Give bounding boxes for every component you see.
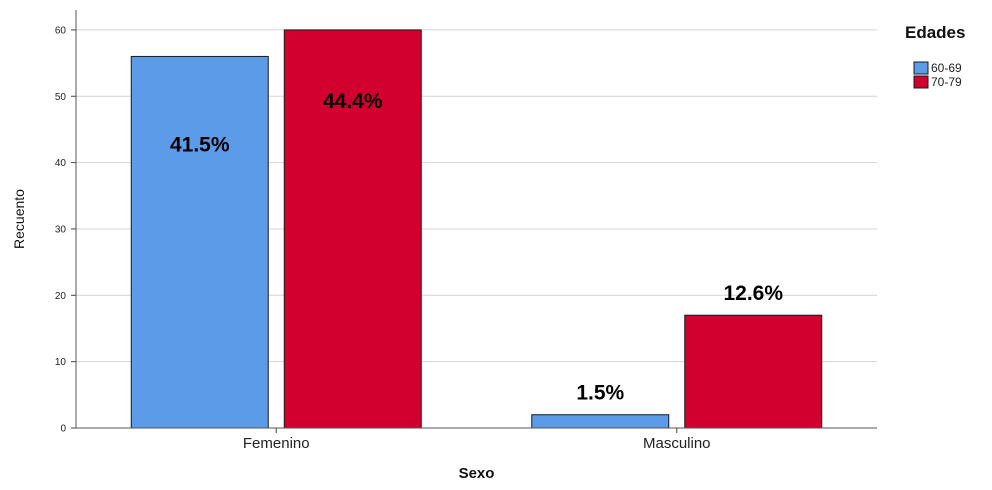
y-tick-label: 10: [55, 357, 67, 368]
y-tick-label: 0: [60, 424, 66, 435]
y-axis-title: Recuento: [11, 189, 27, 249]
x-tick-label: Femenino: [243, 435, 310, 452]
legend-label: 60-69: [931, 61, 962, 75]
data-label: 44.4%: [323, 90, 383, 113]
data-label: 1.5%: [576, 382, 624, 405]
data-label: 41.5%: [170, 133, 230, 156]
y-tick-label: 30: [55, 224, 67, 235]
legend-swatch: [913, 75, 929, 89]
y-tick-label: 50: [55, 92, 67, 103]
x-tick-label: Masculino: [643, 435, 711, 452]
x-axis-title: Sexo: [459, 465, 495, 482]
y-tick-label: 20: [55, 291, 67, 302]
data-labels: 41.5% 44.4% 1.5% 12.6%: [170, 90, 783, 405]
data-label: 12.6%: [723, 282, 783, 305]
bar: [283, 29, 422, 429]
legend-swatch: [913, 61, 929, 75]
y-tick-label: 60: [55, 25, 67, 36]
bar: [684, 314, 823, 429]
bars: [130, 29, 823, 429]
bar: [531, 414, 670, 429]
legend-label: 70-79: [931, 75, 962, 89]
axes: 0 10 20 30 40 50 60 Femenino Masculino: [55, 10, 877, 452]
legend-title: Edades: [905, 23, 965, 42]
bar: [130, 55, 269, 429]
y-tick-label: 40: [55, 158, 67, 169]
